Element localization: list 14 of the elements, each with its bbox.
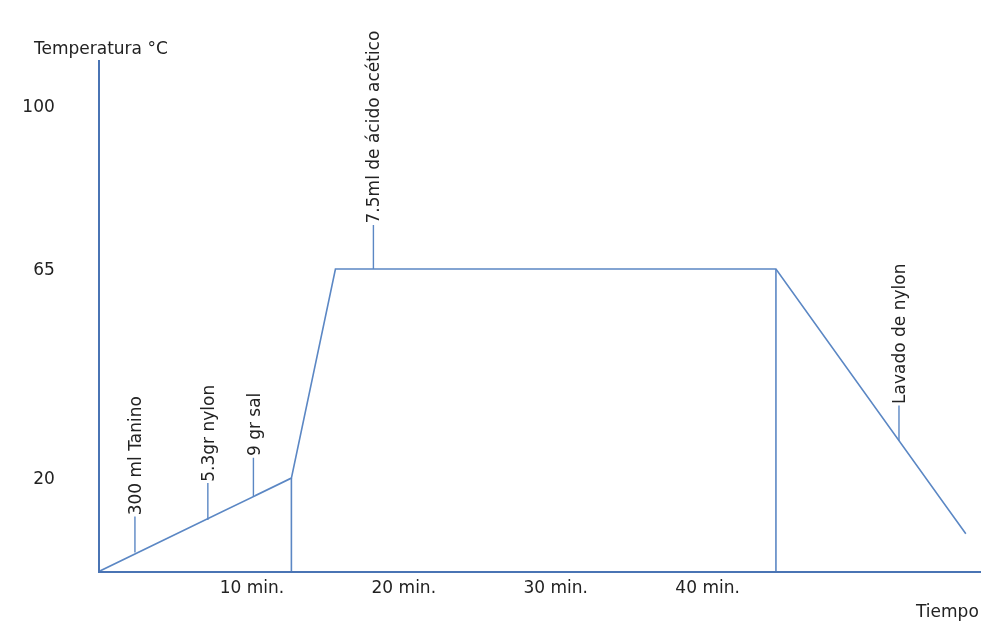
y-tick-label: 100 bbox=[22, 96, 55, 117]
annotation: 9 gr sal bbox=[243, 392, 264, 457]
annotation: Lavado de nylon bbox=[889, 263, 910, 404]
x-axis-title: Tiempo bbox=[915, 601, 979, 621]
x-tick-label: 30 min. bbox=[523, 577, 588, 598]
annotation: 300 ml Tanino bbox=[124, 396, 145, 516]
annotation: 5.3gr nylon bbox=[197, 384, 218, 482]
x-tick-label: 20 min. bbox=[371, 577, 437, 598]
x-tick-label: 10 min. bbox=[219, 577, 285, 598]
y-tick-label: 65 bbox=[33, 259, 55, 279]
y-axis-title: Temperatura °C bbox=[33, 38, 168, 58]
x-tick-label: 40 min. bbox=[675, 577, 740, 598]
y-tick-label: 20 bbox=[33, 468, 55, 489]
annotation: 7.5ml de ácido acético bbox=[363, 30, 384, 224]
